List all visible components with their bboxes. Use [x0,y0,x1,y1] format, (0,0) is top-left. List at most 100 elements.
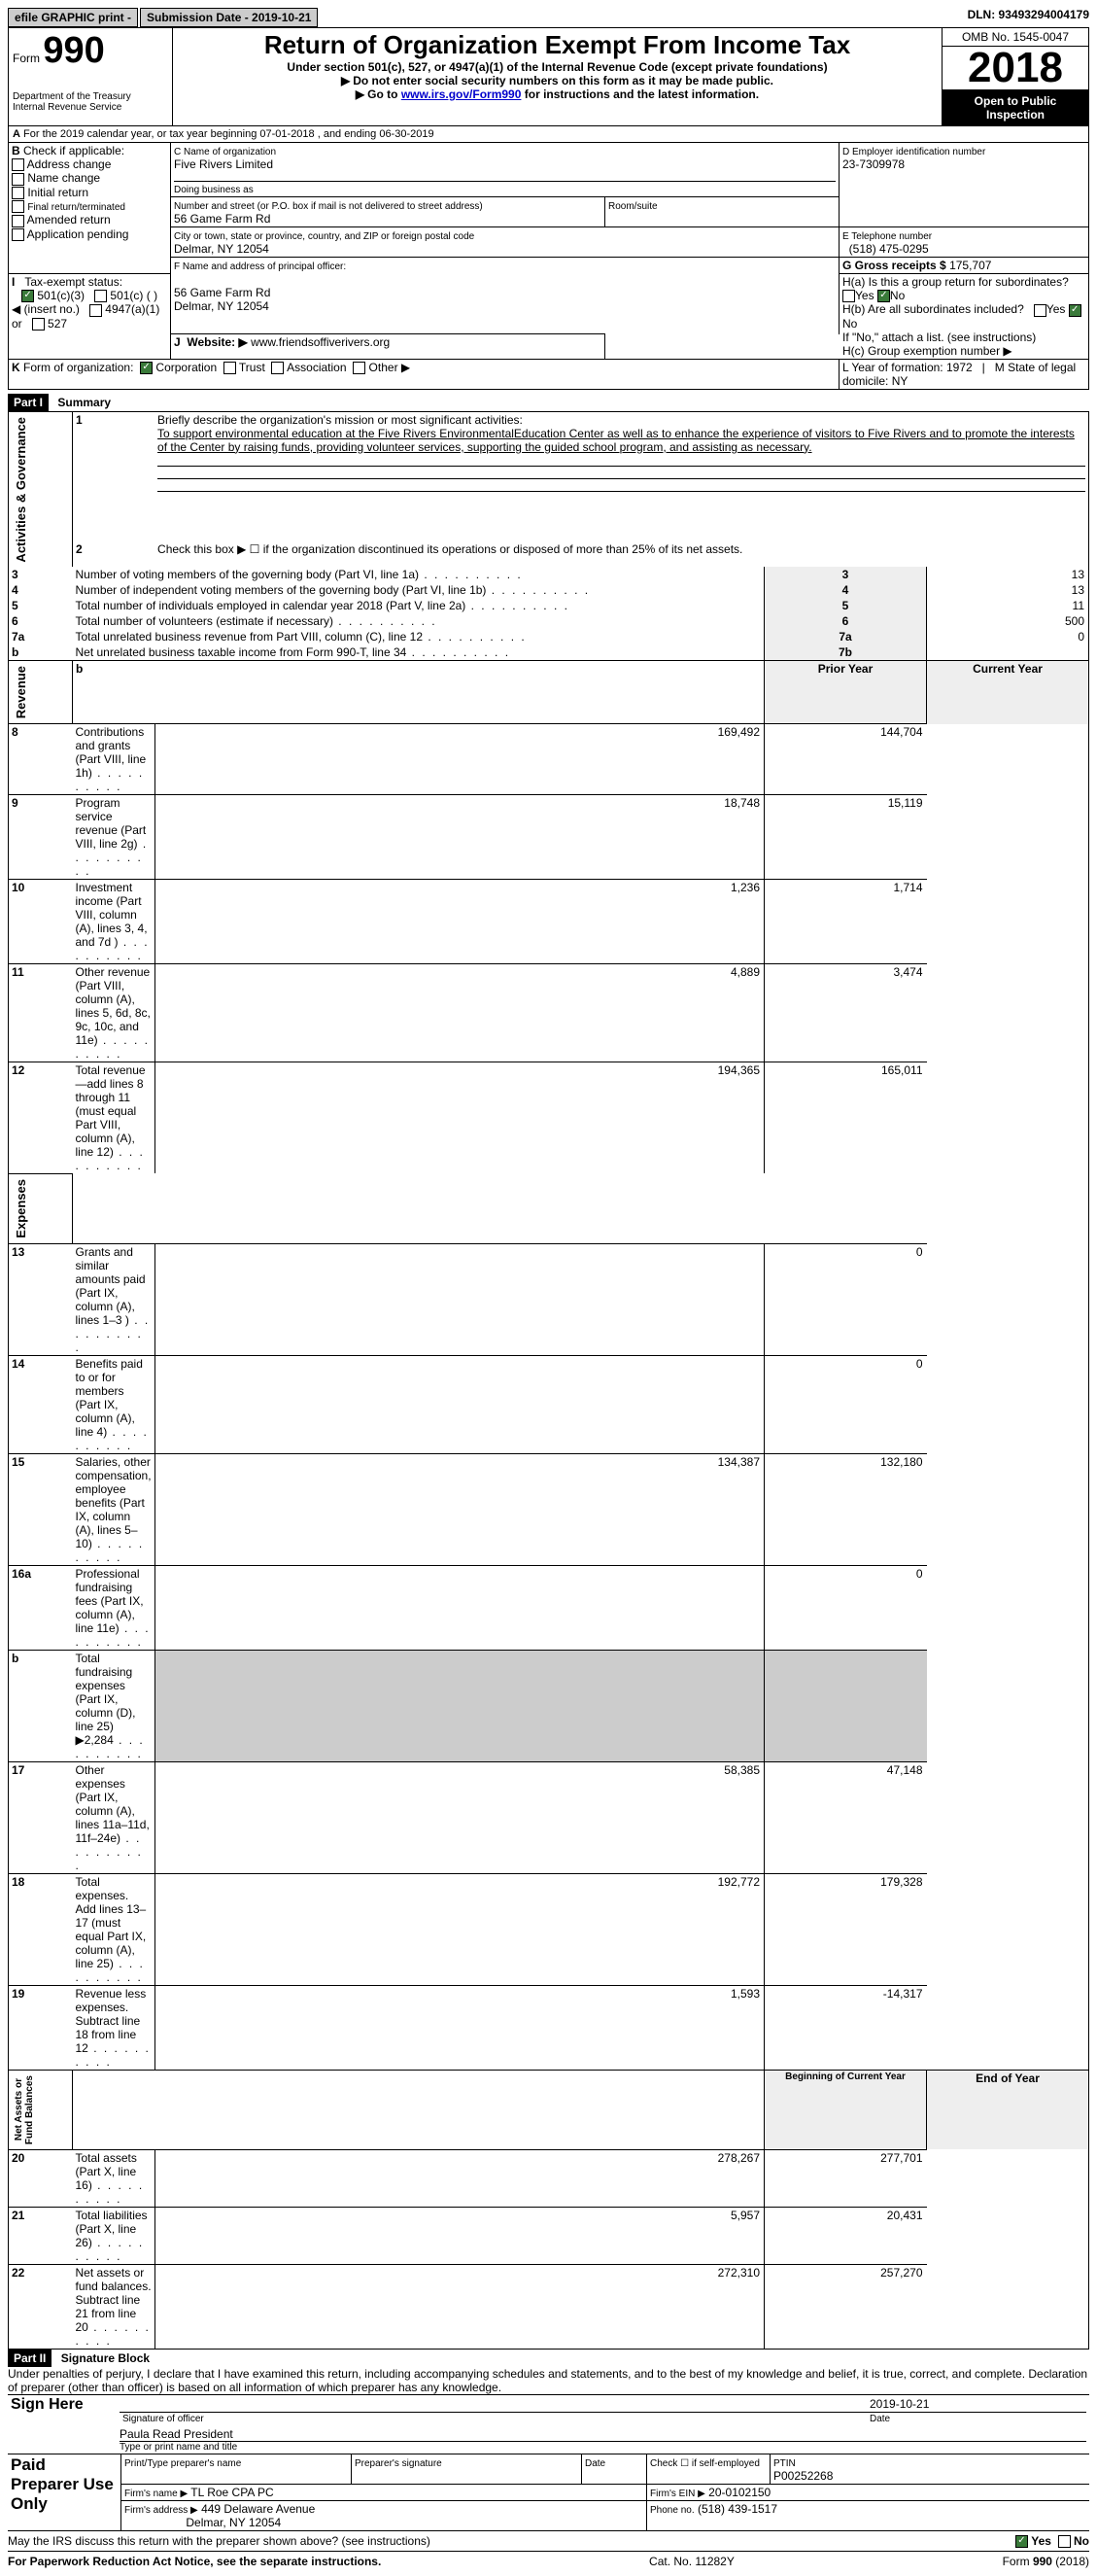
opt-final: Final return/terminated [27,202,125,213]
app-pending-cb[interactable] [12,228,24,241]
trust-cb[interactable] [223,362,236,374]
ein: 23-7309978 [842,157,905,171]
room-label: Room/suite [608,201,658,212]
efile-print-btn[interactable]: efile GRAPHIC print - [8,8,138,27]
opt-other: Other ▶ [369,361,411,374]
discuss-yes-cb[interactable] [1015,2535,1028,2548]
street-label: Number and street (or P.O. box if mail i… [174,201,483,212]
ptin-label: PTIN [773,2458,796,2469]
q2-discontinued: Check this box ▶ ☐ if the organization d… [154,541,1088,567]
curr-year-h: Current Year [927,661,1089,724]
phone: (518) 475-0295 [849,242,929,256]
opt-527: 527 [48,317,67,331]
g-label: G Gross receipts $ [842,259,946,272]
501c-cb[interactable] [94,290,107,302]
firm-addr-label: Firm's address ▶ [124,2505,198,2516]
h-a: H(a) Is this a group return for subordin… [842,275,1069,289]
i-label: Tax-exempt status: [24,275,122,289]
year-formed: 1972 [946,361,973,374]
ha-yes: Yes [855,289,874,302]
final-return-cb[interactable] [12,200,24,213]
h-b: H(b) Are all subordinates included? [842,302,1024,316]
gross-receipts: 175,707 [949,259,991,272]
org-name: Five Rivers Limited [174,157,273,171]
footer-cat: Cat. No. 11282Y [381,2555,1002,2568]
opt-initial: Initial return [27,186,88,199]
footer-form: Form 990 (2018) [1003,2555,1089,2568]
dln: DLN: 93493294004179 [968,8,1089,27]
firm-addr: 449 Delaware Avenue [201,2502,315,2516]
other-cb[interactable] [353,362,365,374]
submission-date-btn[interactable]: Submission Date - 2019-10-21 [140,8,318,27]
officer-addr1: 56 Game Farm Rd [174,286,270,299]
hb-yes-cb[interactable] [1034,304,1046,317]
ha-no: No [890,289,905,302]
527-cb[interactable] [32,318,45,331]
opt-trust: Trust [239,361,265,374]
opt-assoc: Association [287,361,346,374]
form-title: Return of Organization Exempt From Incom… [177,30,938,60]
discuss-line: May the IRS discuss this return with the… [8,2531,1089,2552]
end-y-h: End of Year [927,2070,1089,2149]
h-note: If "No," attach a list. (see instruction… [842,331,1036,344]
corp-cb[interactable] [140,362,153,374]
address-change-cb[interactable] [12,158,24,171]
form-subtitle: Under section 501(c), 527, or 4947(a)(1)… [177,60,938,74]
mission-text: To support environmental education at th… [157,427,1075,454]
vl-expenses: Expenses [12,1175,30,1242]
dept-treasury: Department of the Treasury [13,91,168,102]
part-i-table: Activities & Governance 1 Briefly descri… [8,411,1089,2350]
sig-officer-label: Signature of officer [120,2412,867,2425]
firm-name: TL Roe CPA PC [190,2486,273,2499]
501c3-cb[interactable] [21,290,34,302]
hb-no-cb[interactable] [1069,304,1081,317]
part-ii-tag: Part II [8,2350,51,2367]
begin-cy-h: Beginning of Current Year [765,2070,927,2149]
perjury-text: Under penalties of perjury, I declare th… [8,2367,1089,2395]
firm-ein: 20-0102150 [708,2486,771,2499]
part-i-tag: Part I [8,394,49,411]
amended-cb[interactable] [12,215,24,227]
l-label: L Year of formation: [842,361,943,374]
name-change-cb[interactable] [12,173,24,186]
assoc-cb[interactable] [271,362,284,374]
hb-yes: Yes [1046,302,1066,316]
preparer-date-label: Date [585,2458,605,2469]
footer: For Paperwork Reduction Act Notice, see … [8,2552,1089,2568]
4947-cb[interactable] [89,304,102,317]
form-number: 990 [43,30,104,71]
vl-netassets: Net Assets orFund Balances [12,2071,37,2148]
goto-suffix: for instructions and the latest informat… [521,87,759,101]
entity-block: B Check if applicable: Address change Na… [8,143,1089,390]
self-employed: Check ☐ if self-employed [650,2458,760,2469]
hb-no: No [842,317,857,331]
opt-address: Address change [27,157,112,171]
irs-link[interactable]: www.irs.gov/Form990 [401,87,522,101]
ha-yes-cb[interactable] [842,290,855,302]
vl-activities: Activities & Governance [12,413,30,567]
vl-revenue: Revenue [12,662,30,722]
k-label: Form of organization: [23,361,133,374]
paid-preparer-block: Paid Preparer Use Only Print/Type prepar… [8,2454,1089,2531]
mission-label: Briefly describe the organization's miss… [157,413,523,427]
officer-name: Paula Read President [120,2427,1086,2442]
f-label: F Name and address of principal officer: [174,261,346,272]
ptin-val: P00252268 [773,2469,833,2483]
sig-date-field[interactable]: 2019-10-21 [867,2396,1086,2413]
form-header: Form 990 Department of the Treasury Inte… [8,27,1089,126]
initial-return-cb[interactable] [12,187,24,199]
tax-year-range: For the 2019 calendar year, or tax year … [23,128,434,140]
opt-corp: Corporation [155,361,217,374]
officer-sig-field[interactable] [120,2396,867,2413]
discuss-no-cb[interactable] [1058,2535,1071,2548]
j-label: Website: ▶ [187,335,247,349]
discuss-text: May the IRS discuss this return with the… [8,2534,430,2548]
top-bar: efile GRAPHIC print - Submission Date - … [8,8,1089,27]
dba-label: Doing business as [174,185,254,195]
ha-no-cb[interactable] [877,290,890,302]
form-label: Form [13,52,40,65]
officer-name-label: Type or print name and title [120,2442,1086,2453]
sign-here-block: Sign Here 2019-10-21 Signature of office… [8,2395,1089,2454]
note-goto: Go to www.irs.gov/Form990 for instructio… [177,87,938,101]
part-i-title: Summary [51,396,111,409]
